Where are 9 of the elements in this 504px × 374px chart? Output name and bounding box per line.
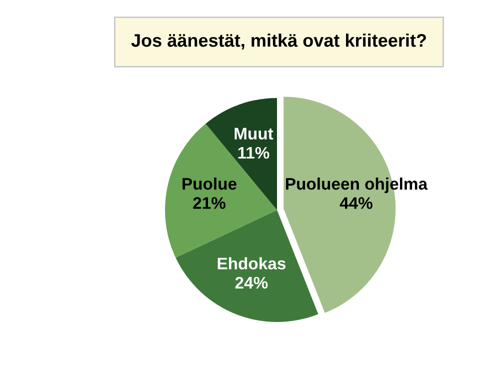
slice-label: Puolue (182, 178, 236, 190)
data-label: 11% (238, 146, 270, 159)
data-label: 21% (193, 197, 226, 209)
slice-label: Ehdokas (218, 257, 286, 270)
slice-label: Muut (234, 128, 274, 140)
chart-title: Jos äänestät, mitkä ovat kriiteerit? (131, 34, 426, 50)
data-label: 24% (235, 276, 268, 289)
data-label: 44% (340, 197, 372, 209)
slice-label: Puolueen ohjelma (286, 178, 428, 194)
